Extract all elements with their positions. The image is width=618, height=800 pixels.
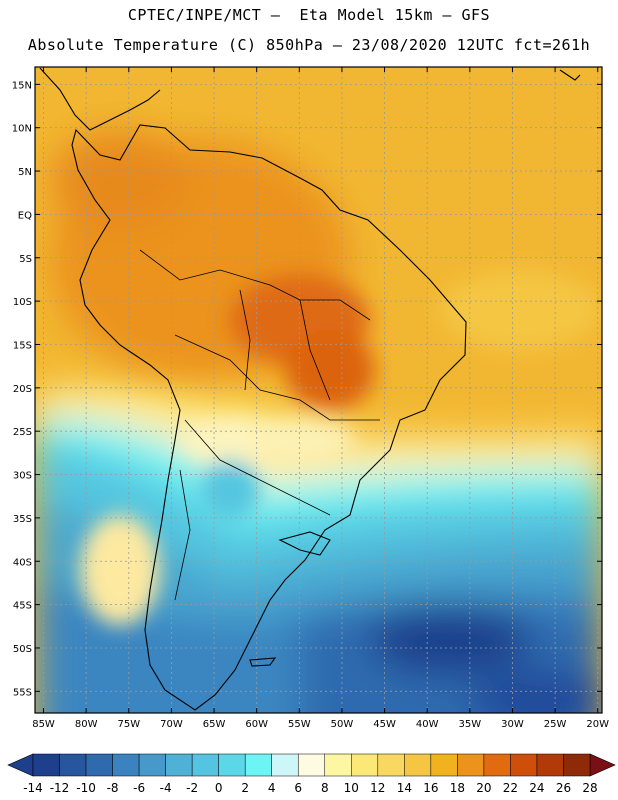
temperature-field [35,67,602,713]
lat-label: EQ [18,210,32,221]
colorbar-swatch [510,753,538,777]
colorbar-label: 2 [241,781,249,795]
lon-label: 20W [586,719,609,730]
lat-label: 10N [12,124,32,135]
colorbar-swatch [297,753,326,777]
latitude-labels: 15N 10N 5N EQ 5S 10S 15S 20S 25S 30S 35S 40S 45S 50S 5… [12,80,602,698]
colorbar-label: -10 [76,781,96,795]
lon-label: 70W [160,719,183,730]
colorbar-max-arrow [589,753,616,777]
colorbar-label: -12 [50,781,70,795]
map-frame [34,66,603,714]
lon-label: 60W [245,719,268,730]
colorbar-label: 18 [450,781,465,795]
colorbar-swatch [430,753,458,777]
lat-label: 5N [18,167,32,178]
lat-label: 40S [13,557,32,568]
longitude-labels: 85W 80W 75W 70W 65W 60W 55W 50W 45W 40W 35W 30W 25W 2… [32,67,609,730]
lon-label: 40W [416,719,439,730]
colorbar-swatch [324,753,352,777]
colorbar-swatch [112,753,140,777]
colorbar-swatch [59,753,87,777]
colorbar-swatch [271,753,299,777]
colorbar-label: 0 [215,781,223,795]
colorbar-label: 26 [556,781,571,795]
colorbar-label: -8 [107,781,119,795]
colorbar-swatch [563,753,591,777]
lon-label: 80W [75,719,98,730]
lon-label: 55W [288,719,311,730]
colorbar-label: 16 [423,781,438,795]
country-borders [139,249,380,601]
map-title-line1: CPTEC/INPE/MCT – Eta Model 15km – GFS [127,6,491,24]
colorbar-label: -14 [23,781,43,795]
colorbar-label: 14 [397,781,412,795]
lat-label: 30S [13,471,32,482]
lat-label: 55S [13,687,32,698]
colorbar-swatch [457,753,485,777]
colorbar-swatch [536,753,564,777]
colorbar-swatch [32,753,60,777]
colorbar-label: 22 [503,781,518,795]
colorbar-label: 20 [476,781,491,795]
colorbar-swatch [138,753,166,777]
colorbar-swatch [191,753,219,777]
lat-label: 50S [13,644,32,655]
colorbar-label: 24 [529,781,544,795]
colorbar-swatch [377,753,405,777]
lon-label: 30W [501,719,524,730]
colorbar-swatch [218,753,246,777]
lat-label: 5S [19,254,32,265]
lon-label: 75W [117,719,140,730]
lon-label: 65W [203,719,226,730]
coastline-outline [39,67,581,711]
lon-label: 35W [459,719,482,730]
colorbar-label: 6 [294,781,302,795]
temperature-colorbar: -14 -12 -10 -8 -6 -4 -2 0 2 4 6 8 10 12 14 16 18 20 22 24 26… [7,753,616,795]
lon-label: 45W [373,719,396,730]
colorbar-swatch [85,753,113,777]
lat-label: 45S [13,601,32,612]
colorbar-label: 4 [268,781,276,795]
colorbar-min-arrow [7,753,34,777]
lat-label: 15S [13,340,32,351]
colorbar-label: 28 [582,781,597,795]
lat-label: 35S [13,514,32,525]
colorbar-label: -6 [133,781,145,795]
lat-label: 20S [13,384,32,395]
colorbar-swatch [483,753,511,777]
lon-label: 25W [544,719,567,730]
lat-label: 15N [12,80,32,91]
colorbar-label: 10 [344,781,359,795]
colorbar-swatch [244,753,272,777]
colorbar-label: 8 [321,781,329,795]
map-title-line2: Absolute Temperature (C) 850hPa – 23/08/… [27,36,591,54]
temperature-map: 15N 10N 5N EQ 5S 10S 15S 20S 25S 30S 35S 40S 45S 50S 5… [12,66,609,730]
colorbar-swatch [404,753,432,777]
lat-label: 10S [13,297,32,308]
lat-label: 25S [13,427,32,438]
colorbar-swatch [165,753,193,777]
colorbar-label: 12 [370,781,385,795]
colorbar-label: -4 [160,781,172,795]
lon-label: 85W [32,719,55,730]
lon-label: 50W [331,719,354,730]
colorbar-swatch [351,753,379,777]
colorbar-label: -2 [186,781,198,795]
